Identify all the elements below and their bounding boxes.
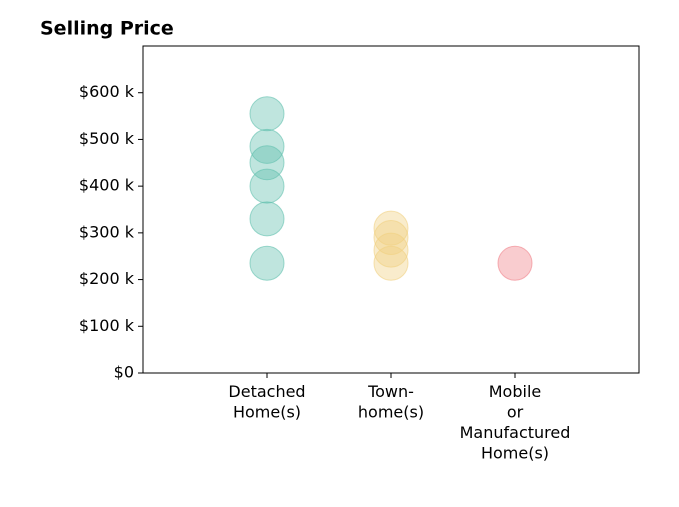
y-tick-label: $300 k: [79, 222, 135, 241]
point: [249, 168, 285, 204]
x-tick-label-line: Home(s): [233, 402, 301, 421]
y-tick-label: $0: [114, 363, 134, 382]
point: [373, 232, 409, 268]
x-tick-label: Mobile or Manufactured Home(s): [460, 382, 571, 463]
point: [249, 96, 285, 132]
x-tick-label: Town-home(s): [358, 382, 424, 422]
x-tick-label-line: home(s): [358, 402, 424, 421]
point: [249, 128, 285, 164]
y-tick-label: $400 k: [79, 176, 135, 195]
plot-frame: [142, 45, 640, 374]
y-tick-label: $200 k: [79, 269, 135, 288]
x-tick-label-line: or: [507, 402, 524, 421]
point: [249, 245, 285, 281]
x-tick-label-line: Town-: [367, 382, 414, 401]
x-tick-label-line: Manufactured: [460, 423, 571, 442]
y-tick-label: $500 k: [79, 129, 135, 148]
point: [249, 201, 285, 237]
x-tick-label: Detached Home(s): [228, 382, 305, 422]
point: [373, 245, 409, 281]
x-tick-label-line: Mobile: [489, 382, 541, 401]
point: [373, 220, 409, 256]
point: [373, 210, 409, 246]
x-tick-label-line: Detached: [228, 382, 305, 401]
chart-title: Selling Price: [40, 18, 174, 40]
point: [497, 245, 533, 281]
x-tick-label-line: Home(s): [481, 443, 549, 462]
y-tick-label: $600 k: [79, 82, 135, 101]
y-tick-label: $100 k: [79, 316, 135, 335]
